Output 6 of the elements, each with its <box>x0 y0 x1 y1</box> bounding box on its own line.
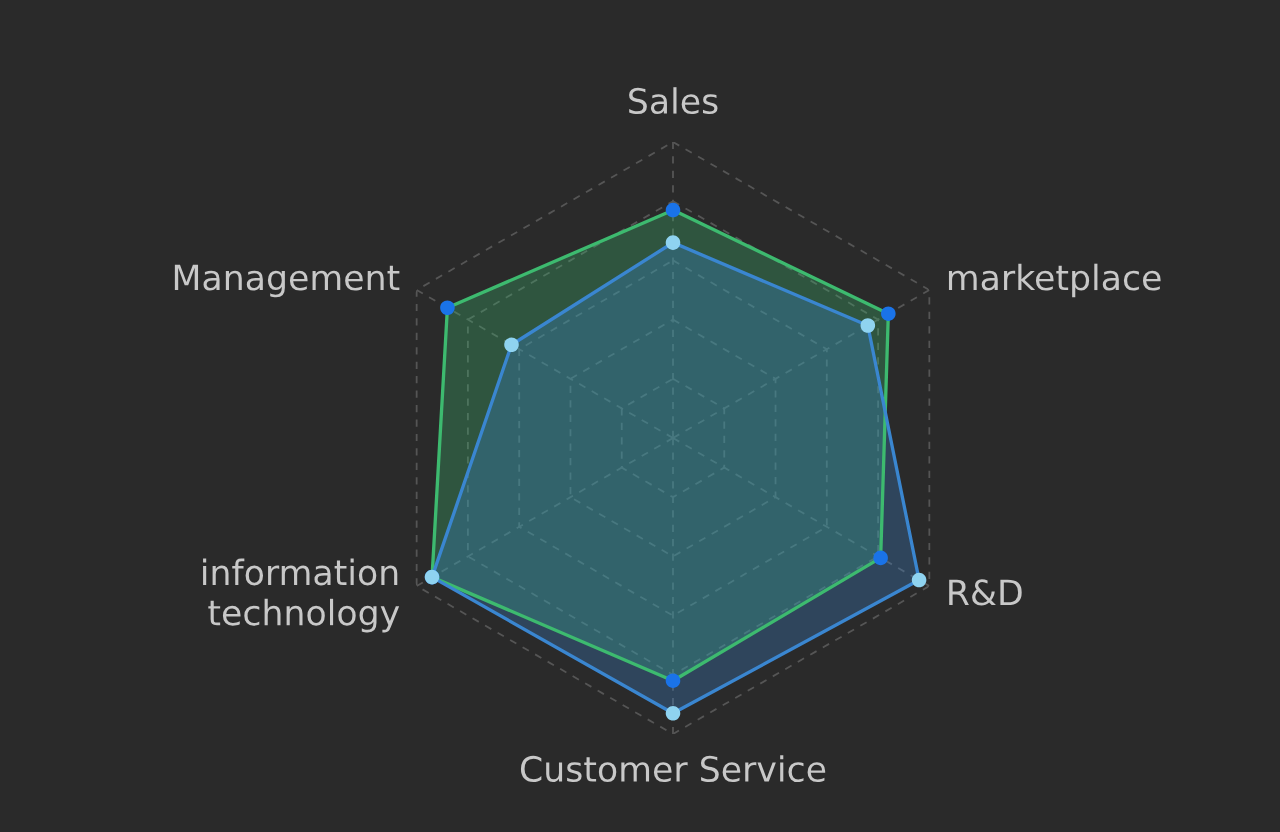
spoke-label: information technology <box>203 558 400 633</box>
spoke-label: Sales <box>629 87 718 115</box>
spoke-label: Customer Service <box>520 755 826 783</box>
spoke-label: marketplace <box>948 263 1161 298</box>
spoke-label: R&D <box>949 579 1022 606</box>
spoke-label: Management <box>174 264 400 298</box>
